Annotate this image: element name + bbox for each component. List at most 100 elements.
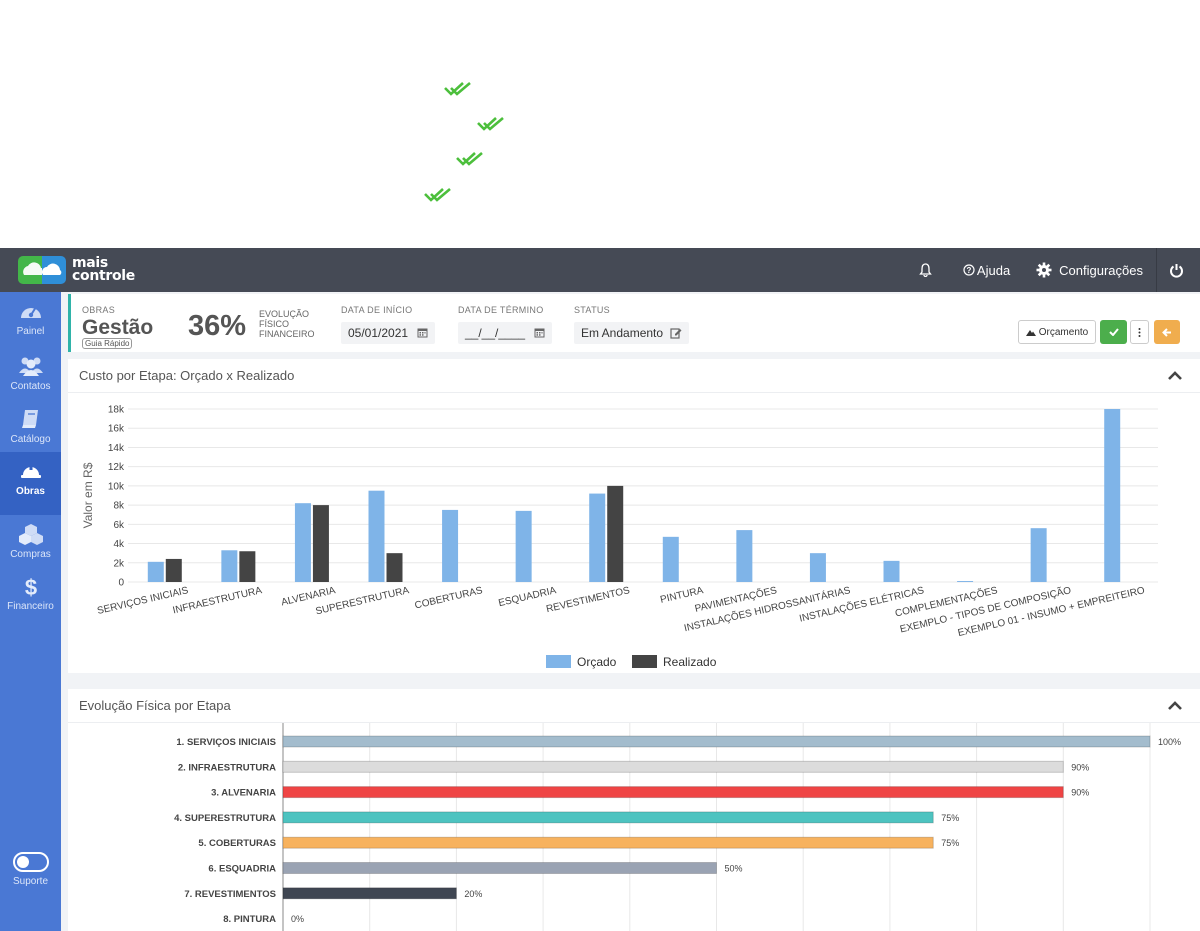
start-date-field[interactable]: 05/01/2021 xyxy=(341,322,435,344)
quick-guide-link[interactable]: Guia Rápido xyxy=(82,338,133,349)
category-label: 4. SUPERESTRUTURA xyxy=(174,813,276,824)
value-label: 50% xyxy=(725,864,743,874)
budget-button-label: Orçamento xyxy=(1038,326,1089,338)
sidebar-item-catalogo[interactable]: Catálogo xyxy=(0,400,61,460)
progress-bar xyxy=(282,760,1064,773)
cubes-icon xyxy=(18,524,43,545)
more-options-button[interactable] xyxy=(1130,320,1149,344)
settings-link[interactable]: Configurações xyxy=(1023,248,1156,292)
progress-bar xyxy=(282,862,717,874)
logo-icon xyxy=(18,256,66,284)
legend-swatch xyxy=(632,655,657,668)
evolution-chart-card: Evolução Física por Etapa 1. SERVIÇOS IN… xyxy=(68,689,1200,931)
value-label: 75% xyxy=(941,813,959,823)
bar-orçado xyxy=(809,553,826,582)
top-blank-area xyxy=(0,0,1200,248)
progress-label: EVOLUÇÃO FÍSICO FINANCEIRO xyxy=(259,309,315,339)
y-tick-label: 6k xyxy=(113,520,125,531)
main-content: OBRAS Gestão Guia Rápido 36% EVOLUÇÃO FÍ… xyxy=(61,292,1200,931)
value-label: 90% xyxy=(1071,788,1089,798)
help-label: Ajuda xyxy=(976,262,1011,278)
bar-orçado xyxy=(1030,528,1047,582)
logout-button[interactable] xyxy=(1156,248,1200,292)
end-date-field[interactable]: __/__/____ xyxy=(458,322,552,344)
bar-orçado xyxy=(883,560,900,582)
category-label: 8. PINTURA xyxy=(223,914,276,925)
start-date-value: 05/01/2021 xyxy=(348,326,409,340)
status-value: Em Andamento xyxy=(581,326,664,340)
status-field[interactable]: Em Andamento xyxy=(574,322,689,344)
confirm-button[interactable] xyxy=(1100,320,1127,344)
svg-text:$: $ xyxy=(24,575,36,599)
support-label: Suporte xyxy=(12,876,49,887)
progress-bar xyxy=(282,811,934,824)
logo-text-line2: controle xyxy=(72,268,135,284)
sidebar-item-painel[interactable]: Painel xyxy=(0,292,61,352)
sidebar-item-financeiro[interactable]: $ Financeiro xyxy=(0,567,61,627)
calendar-icon xyxy=(534,328,545,338)
bar-orçado xyxy=(1104,409,1121,582)
sidebar-item-label: Financeiro xyxy=(7,601,54,612)
value-label: 20% xyxy=(464,889,482,899)
sidebar-item-compras[interactable]: Compras xyxy=(0,515,61,575)
bar-orçado xyxy=(515,510,532,582)
back-button[interactable] xyxy=(1154,320,1180,344)
legend-label: Realizado xyxy=(663,655,717,669)
chevron-up-icon[interactable] xyxy=(1168,371,1182,380)
y-axis-title: Valor em R$ xyxy=(81,462,95,528)
value-label: 90% xyxy=(1071,762,1089,772)
bar-realizado xyxy=(607,485,624,582)
category-label: 3. ALVENARIA xyxy=(211,788,276,799)
svg-text:?: ? xyxy=(966,266,971,275)
value-label: 100% xyxy=(1158,737,1181,747)
progress-bar xyxy=(282,836,934,849)
bar-realizado xyxy=(386,553,403,582)
toggle-icon xyxy=(12,852,49,872)
status-label: STATUS xyxy=(574,305,610,315)
support-toggle[interactable]: Suporte xyxy=(0,844,61,904)
hardhat-icon xyxy=(20,465,41,478)
double-check-icon xyxy=(477,117,504,131)
app-logo[interactable]: mais controle xyxy=(18,256,135,284)
book-icon xyxy=(21,410,38,428)
calendar-icon xyxy=(417,328,428,338)
evolution-bar-chart: 1. SERVIÇOS INICIAIS 100% 2. INFRAESTRUTUR… xyxy=(174,723,1181,931)
value-label: 0% xyxy=(291,914,304,924)
chevron-up-icon[interactable] xyxy=(1168,701,1182,710)
page-title: Gestão xyxy=(82,316,154,339)
y-tick-label: 12k xyxy=(108,462,125,473)
notifications-button[interactable] xyxy=(906,248,950,292)
progress-bar xyxy=(282,786,1064,799)
sidebar-item-label: Obras xyxy=(16,486,45,497)
dashboard-icon xyxy=(20,306,41,318)
sidebar-item-obras[interactable]: Obras xyxy=(0,452,61,515)
category-label: 1. SERVIÇOS INICIAIS xyxy=(176,737,276,748)
edit-icon xyxy=(670,328,682,339)
x-tick-label: COBERTURAS xyxy=(414,585,484,611)
y-tick-label: 16k xyxy=(108,424,125,435)
power-icon xyxy=(1169,263,1183,278)
sidebar-item-label: Contatos xyxy=(10,381,51,392)
budget-button[interactable]: Orçamento xyxy=(1018,320,1096,344)
bar-orçado xyxy=(589,493,606,582)
category-label: 5. COBERTURAS xyxy=(198,838,276,849)
progress-value: 36% xyxy=(188,310,247,342)
bell-icon xyxy=(919,263,932,277)
sidebar-item-contatos[interactable]: Contatos xyxy=(0,347,61,407)
bar-orçado xyxy=(442,509,459,582)
gear-icon xyxy=(1036,262,1052,278)
y-tick-label: 4k xyxy=(113,539,125,550)
category-label: 7. REVESTIMENTOS xyxy=(184,889,276,900)
bar-orçado xyxy=(368,490,385,582)
progress-bar xyxy=(282,735,1151,748)
dollar-icon: $ xyxy=(24,575,36,599)
help-link[interactable]: ? Ajuda xyxy=(950,248,1023,292)
bar-orçado xyxy=(221,550,238,582)
card-title: Custo por Etapa: Orçado x Realizado xyxy=(79,368,295,383)
x-tick-label: INSTALAÇÕES ELÉTRICAS xyxy=(798,583,926,624)
end-date-label: DATA DE TÉRMINO xyxy=(458,305,544,315)
y-tick-label: 8k xyxy=(113,501,125,512)
y-tick-label: 2k xyxy=(113,558,125,569)
card-title: Evolução Física por Etapa xyxy=(79,698,231,713)
check-icon xyxy=(1108,328,1119,336)
